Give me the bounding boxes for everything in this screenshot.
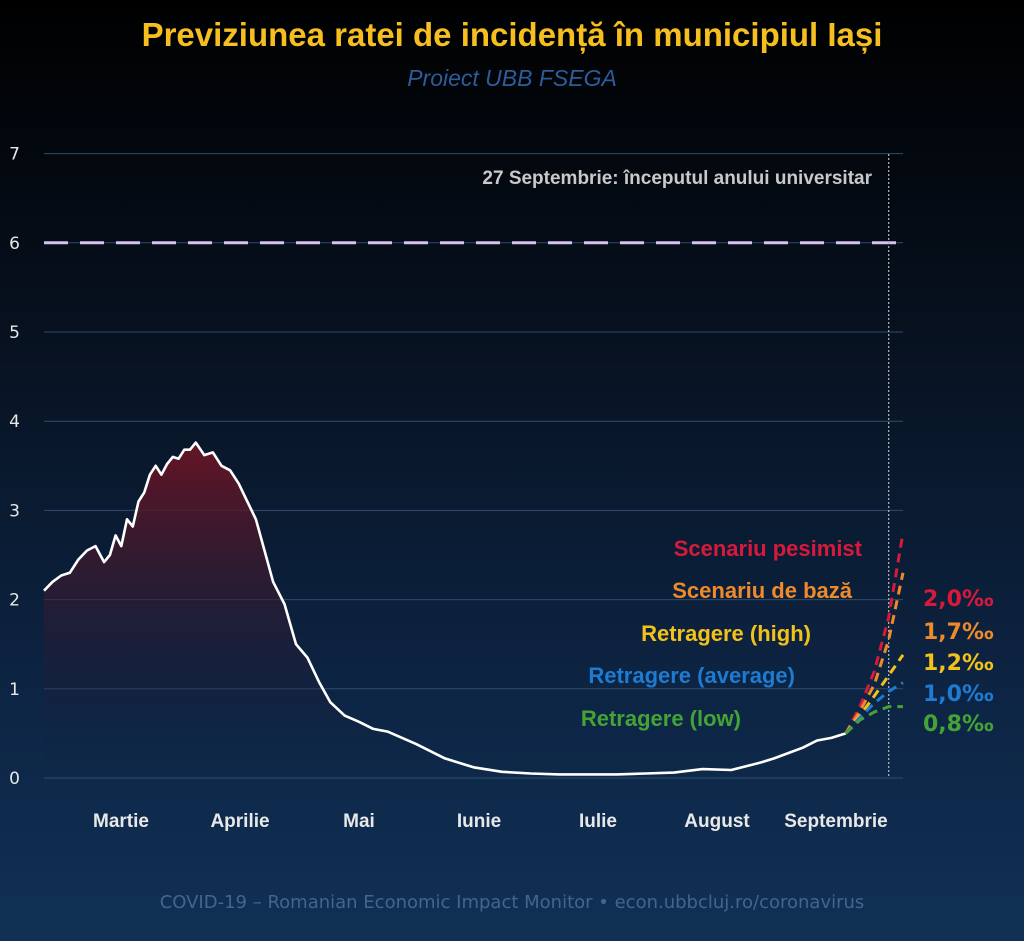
- scenario-label-average: Retragere (average): [588, 663, 795, 688]
- scenario-line-low: [844, 705, 903, 735]
- x-tick-label: Mai: [343, 811, 375, 832]
- scenario-line-average: [844, 681, 904, 735]
- history-area: [44, 442, 846, 778]
- scenario-labels: Scenariu pesimist Scenariu de bază Retrage…: [581, 536, 863, 731]
- y-tick-label: 2: [9, 591, 20, 611]
- scenario-rate-labels: 2,0‰ 1,7‰ 1,2‰ 1,0‰ 0,8‰: [923, 587, 994, 737]
- y-tick-label: 1: [9, 680, 20, 700]
- y-tick-label: 5: [9, 323, 20, 343]
- scenario-line-baza: [844, 572, 905, 735]
- scenario-label-pesimist: Scenariu pesimist: [674, 536, 863, 561]
- x-tick-label: Iulie: [579, 811, 617, 832]
- x-tick-label: August: [684, 811, 750, 832]
- y-tick-label: 4: [9, 412, 20, 432]
- x-tick-label: Martie: [93, 811, 149, 832]
- scenario-line-high: [844, 654, 905, 735]
- y-tick-label: 7: [9, 145, 20, 165]
- x-axis-ticks: Martie Aprilie Mai Iunie Iulie August Septembr…: [93, 811, 888, 832]
- x-tick-label: Iunie: [457, 811, 501, 832]
- footer-credit: COVID-19 – Romanian Economic Impact Moni…: [160, 892, 865, 913]
- y-axis-ticks: 0 1 2 3 4 5 6 7: [9, 145, 20, 789]
- scenario-label-low: Retragere (low): [581, 706, 741, 731]
- chart-subtitle: Proiect UBB FSEGA: [407, 65, 617, 91]
- chart-title: Previziunea ratei de incidență în munici…: [142, 16, 883, 54]
- y-tick-label: 0: [9, 769, 20, 789]
- x-tick-label: Aprilie: [210, 811, 269, 832]
- x-tick-label: Septembrie: [784, 811, 887, 832]
- y-tick-label: 6: [9, 234, 20, 254]
- history-line: [43, 441, 847, 776]
- scenario-rate-pesimist: 2,0‰: [923, 587, 994, 612]
- scenario-rate-low: 0,8‰: [923, 712, 994, 737]
- scenario-rate-average: 1,0‰: [923, 682, 994, 707]
- scenario-label-high: Retragere (high): [641, 621, 811, 646]
- y-tick-label: 3: [9, 501, 20, 521]
- annotation-academic-year: 27 Septembrie: începutul anului universi…: [482, 168, 872, 189]
- scenario-rate-baza: 1,7‰: [923, 620, 994, 645]
- scenario-line-pesimist: [844, 532, 905, 735]
- scenario-rate-high: 1,2‰: [923, 651, 994, 676]
- scenario-label-baza: Scenariu de bază: [672, 578, 853, 603]
- scenario-lines: [844, 532, 905, 735]
